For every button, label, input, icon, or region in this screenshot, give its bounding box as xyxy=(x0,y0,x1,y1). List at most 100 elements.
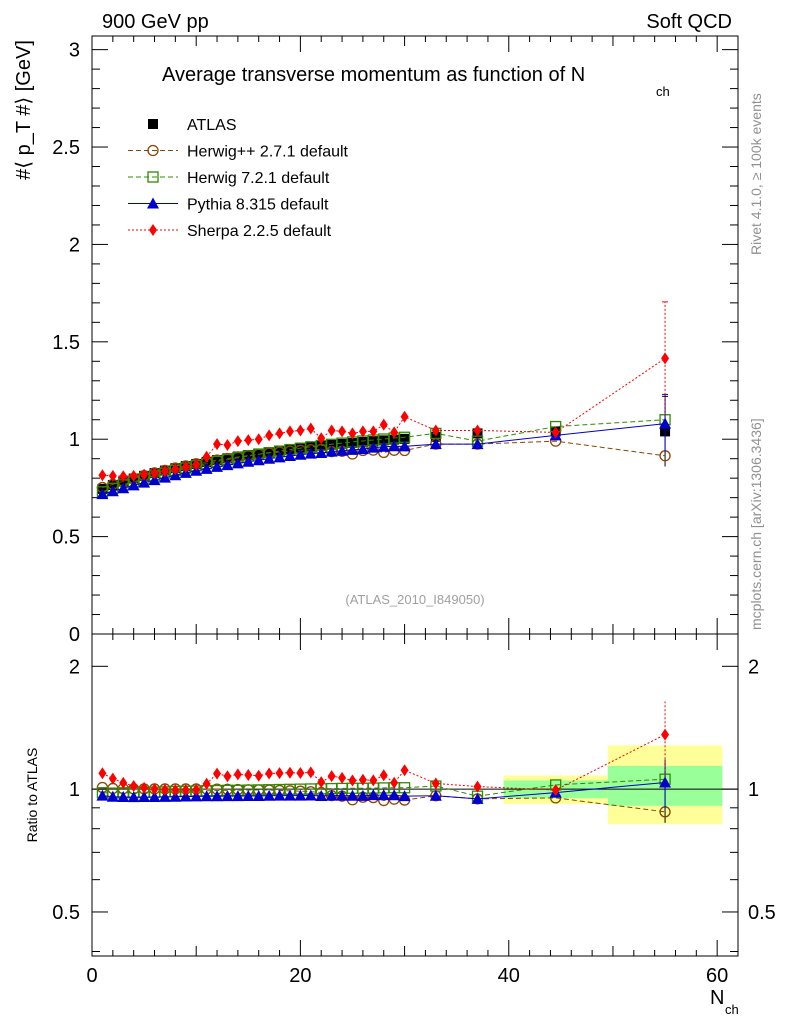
ratio-point-pythia-8-315-default xyxy=(169,790,182,802)
ratio-y-tick-label-right: 0.5 xyxy=(748,902,776,924)
ratio-point-pythia-8-315-default xyxy=(388,789,401,801)
ratio-point-sherpa-2-2-5-default xyxy=(473,780,482,793)
data-point-pythia-8-315-default xyxy=(127,479,140,491)
data-point-pythia-8-315-default xyxy=(106,485,119,497)
data-point-sherpa-2-2-5-default xyxy=(369,425,378,438)
data-point-sherpa-2-2-5-default xyxy=(119,470,128,483)
data-point-sherpa-2-2-5-default xyxy=(390,426,399,439)
series-line-sherpa-2-2-5-default xyxy=(102,357,666,477)
data-point-pythia-8-315-default xyxy=(221,459,234,471)
ratio-point-pythia-8-315-default xyxy=(106,790,119,802)
x-tick-label: 20 xyxy=(289,965,311,987)
ratio-point-pythia-8-315-default xyxy=(190,790,203,802)
data-point-sherpa-2-2-5-default xyxy=(338,425,347,438)
data-point-sherpa-2-2-5-default xyxy=(473,424,482,437)
ratio-point-pythia-8-315-default xyxy=(127,791,140,803)
data-point-pythia-8-315-default xyxy=(148,474,161,486)
ratio-point-sherpa-2-2-5-default xyxy=(160,783,169,796)
ratio-point-sherpa-2-2-5-default xyxy=(150,783,159,796)
chart-title: Average transverse momentum as function … xyxy=(162,64,585,86)
data-point-atlas xyxy=(337,438,348,449)
ratio-point-sherpa-2-2-5-default xyxy=(551,783,560,796)
data-point-pythia-8-315-default xyxy=(138,476,151,488)
data-point-pythia-8-315-default xyxy=(242,455,255,467)
ratio-point-pythia-8-315-default xyxy=(336,789,349,801)
ratio-point-pythia-8-315-default xyxy=(158,790,171,802)
data-point-pythia-8-315-default xyxy=(231,457,244,469)
data-point-pythia-8-315-default xyxy=(377,440,390,452)
ratio-point-pythia-8-315-default xyxy=(377,789,390,801)
legend-label-herwig-7-2-1-default: Herwig 7.2.1 default xyxy=(187,170,330,187)
data-point-sherpa-2-2-5-default xyxy=(181,460,190,473)
ratio-point-sherpa-2-2-5-default xyxy=(431,777,440,790)
ratio-point-sherpa-2-2-5-default xyxy=(244,769,253,782)
header-left-label: 900 GeV pp xyxy=(102,11,209,33)
ratio-point-sherpa-2-2-5-default xyxy=(108,772,117,785)
legend-label-atlas: ATLAS xyxy=(187,117,237,134)
ratio-point-sherpa-2-2-5-default xyxy=(98,767,107,780)
data-point-pythia-8-315-default xyxy=(117,482,130,494)
ratio-y-axis-label: Ratio to ATLAS xyxy=(24,748,40,843)
data-point-pythia-8-315-default xyxy=(398,440,411,452)
ratio-point-sherpa-2-2-5-default xyxy=(358,773,367,786)
ratio-point-sherpa-2-2-5-default xyxy=(296,766,305,779)
ratio-point-pythia-8-315-default xyxy=(304,789,317,801)
ratio-point-pythia-8-315-default xyxy=(96,789,109,801)
ratio-point-pythia-8-315-default xyxy=(179,790,192,802)
data-point-sherpa-2-2-5-default xyxy=(233,435,242,448)
data-point-atlas xyxy=(357,436,368,447)
data-point-sherpa-2-2-5-default xyxy=(129,469,138,482)
ratio-y-tick-label: 0.5 xyxy=(52,902,80,924)
data-point-atlas xyxy=(243,449,254,460)
data-point-atlas xyxy=(305,442,316,453)
ratio-point-pythia-8-315-default xyxy=(367,789,380,801)
data-point-sherpa-2-2-5-default xyxy=(223,439,232,452)
data-point-pythia-8-315-default xyxy=(294,448,307,460)
ratio-line-pythia-8-315-default xyxy=(102,781,666,800)
rivet-version-label: Rivet 4.1.0, ≥ 100k events xyxy=(748,93,764,255)
ratio-y-tick-label-right: 2 xyxy=(748,656,759,678)
data-point-sherpa-2-2-5-default xyxy=(140,468,149,481)
y-tick-label-zero: 0 xyxy=(69,624,80,646)
ratio-point-sherpa-2-2-5-default xyxy=(306,766,315,779)
main-series-layer xyxy=(96,301,672,500)
ratio-point-pythia-8-315-default xyxy=(148,791,161,803)
data-point-sherpa-2-2-5-default xyxy=(285,425,294,438)
ratio-point-pythia-8-315-default xyxy=(231,790,244,802)
ratio-point-pythia-8-315-default xyxy=(315,790,328,802)
mcplots-label: mcplots.cern.ch [arXiv:1306.3436] xyxy=(748,418,764,630)
x-tick-label: 0 xyxy=(86,965,97,987)
data-point-pythia-8-315-default xyxy=(325,445,338,457)
data-point-sherpa-2-2-5-default xyxy=(171,463,180,476)
ratio-point-pythia-8-315-default xyxy=(138,790,151,802)
ratio-point-sherpa-2-2-5-default xyxy=(327,770,336,783)
ratio-point-pythia-8-315-default xyxy=(471,792,484,804)
data-point-pythia-8-315-default xyxy=(304,447,317,459)
y-tick-label: 0.5 xyxy=(52,527,80,549)
data-point-pythia-8-315-default xyxy=(283,449,296,461)
data-point-sherpa-2-2-5-default xyxy=(348,427,357,440)
data-point-pythia-8-315-default xyxy=(367,441,380,453)
data-point-sherpa-2-2-5-default xyxy=(327,424,336,437)
data-point-sherpa-2-2-5-default xyxy=(150,467,159,480)
ratio-point-pythia-8-315-default xyxy=(200,790,213,802)
x-tick-label: 40 xyxy=(498,965,520,987)
x-axis-label-subscript: ch xyxy=(725,1002,739,1017)
ratio-point-pythia-8-315-default xyxy=(273,789,286,801)
data-point-pythia-8-315-default xyxy=(471,438,484,450)
ratio-point-sherpa-2-2-5-default xyxy=(140,781,149,794)
data-point-sherpa-2-2-5-default xyxy=(213,438,222,451)
data-point-atlas xyxy=(326,439,337,450)
x-axis-label: N xyxy=(710,987,724,1009)
ratio-point-pythia-8-315-default xyxy=(659,776,672,788)
data-point-sherpa-2-2-5-default xyxy=(108,469,117,482)
ratio-panel-frame xyxy=(91,633,739,957)
ratio-point-pythia-8-315-default xyxy=(325,789,338,801)
data-point-pythia-8-315-default xyxy=(315,447,328,459)
ratio-point-sherpa-2-2-5-default xyxy=(369,774,378,787)
data-point-pythia-8-315-default xyxy=(252,454,265,466)
ratio-point-sherpa-2-2-5-default xyxy=(338,771,347,784)
data-point-atlas xyxy=(430,431,441,442)
ratio-point-sherpa-2-2-5-default xyxy=(233,768,242,781)
